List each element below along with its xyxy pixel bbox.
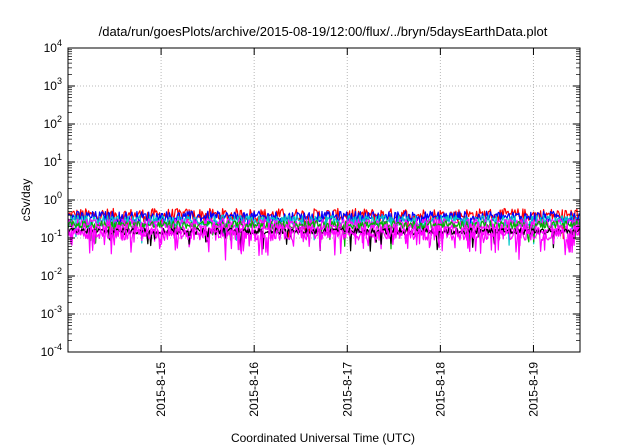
y-axis: 10-4 10-3 10-2 10-1 100 101 102 103 104 [41, 38, 580, 359]
y-tick-label: 103 [44, 76, 62, 93]
y-tick-label: 10-4 [41, 342, 62, 359]
x-tick-label: 2015-8-17 [340, 362, 354, 417]
y-tick-label: 104 [44, 38, 62, 55]
x-axis-label: Coordinated Universal Time (UTC) [231, 431, 415, 445]
y-tick-label: 10-2 [41, 266, 62, 283]
y-tick-label: 101 [44, 152, 62, 169]
series-line-7 [67, 226, 581, 261]
chart-title: /data/run/goesPlots/archive/2015-08-19/1… [99, 24, 548, 39]
y-axis-label: cSv/day [19, 179, 33, 222]
x-tick-label: 2015-8-15 [154, 362, 168, 417]
x-tick-label: 2015-8-18 [433, 362, 447, 417]
series-group [67, 207, 581, 261]
x-tick-label: 2015-8-19 [526, 362, 540, 417]
x-tick-label: 2015-8-16 [247, 362, 261, 417]
y-tick-label: 102 [44, 114, 62, 131]
series-line-4 [67, 220, 581, 250]
grid [68, 48, 580, 352]
x-axis: 2015-8-15 2015-8-16 2015-8-17 2015-8-18 2015… [154, 48, 540, 417]
y-tick-label: 10-3 [41, 304, 62, 321]
y-tick-label: 100 [44, 190, 62, 207]
y-tick-label: 10-1 [41, 228, 62, 245]
